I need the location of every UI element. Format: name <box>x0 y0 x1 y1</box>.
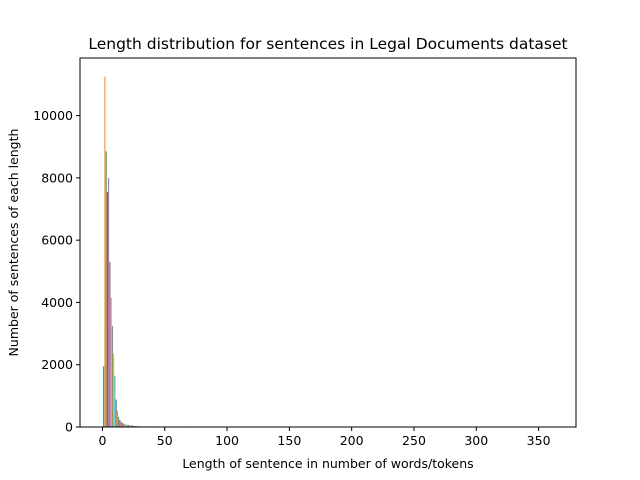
y-tick-label: 0 <box>65 420 73 435</box>
plot-frame <box>79 57 577 428</box>
y-tick-label: 4000 <box>41 295 73 310</box>
x-axis-label: Length of sentence in number of words/to… <box>182 456 473 471</box>
bar <box>125 424 127 427</box>
bar <box>103 366 105 427</box>
bar <box>115 399 117 427</box>
bar <box>104 76 106 428</box>
bar <box>116 410 118 427</box>
y-tick-label: 6000 <box>41 233 73 248</box>
bar <box>109 261 111 427</box>
bar <box>120 421 122 427</box>
x-tick-label: 150 <box>277 433 301 448</box>
bar <box>114 375 116 427</box>
x-tick-label: 0 <box>98 433 106 448</box>
x-tick-label: 300 <box>464 433 488 448</box>
bar <box>128 425 130 427</box>
x-tick-label: 50 <box>157 433 173 448</box>
bar <box>121 422 123 427</box>
bar <box>129 425 131 427</box>
y-axis-label: Number of sentences of each length <box>6 129 21 357</box>
bar <box>134 425 136 427</box>
bar <box>113 353 115 427</box>
bar <box>110 297 112 427</box>
x-tick-label: 200 <box>340 433 364 448</box>
y-tick-label: 2000 <box>41 357 73 372</box>
bar <box>119 420 121 427</box>
x-tick-label: 100 <box>215 433 239 448</box>
bar <box>126 424 128 427</box>
bar <box>133 425 135 427</box>
bar <box>106 191 108 427</box>
y-tick-label: 10000 <box>33 108 73 123</box>
bar <box>118 417 120 427</box>
bar <box>105 151 107 428</box>
x-axis-ticks: 0 50 100 150 200 250 300 350 <box>98 427 551 448</box>
bar <box>130 425 132 427</box>
bar <box>124 424 126 427</box>
x-tick-label: 250 <box>402 433 426 448</box>
bar <box>131 425 133 427</box>
bar <box>108 177 110 427</box>
chart-title: Length distribution for sentences in Leg… <box>88 35 567 53</box>
y-tick-label: 8000 <box>41 170 73 185</box>
y-axis-ticks: 0 2000 4000 6000 8000 10000 <box>33 108 80 435</box>
bar <box>111 325 113 427</box>
x-tick-label: 350 <box>527 433 551 448</box>
bar <box>123 423 125 427</box>
